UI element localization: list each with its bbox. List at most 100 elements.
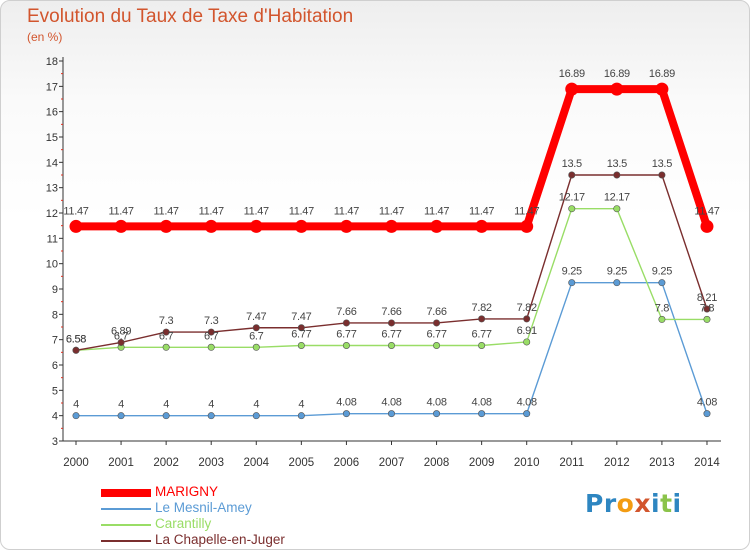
y-tick-label: 8 — [52, 309, 58, 321]
x-tick-label: 2011 — [559, 457, 584, 469]
data-point — [207, 343, 215, 351]
data-label: 9.25 — [562, 266, 582, 278]
data-label: 11.47 — [334, 205, 359, 217]
logo-letter: i — [651, 489, 661, 518]
x-tick-label: 2008 — [424, 457, 450, 469]
logo-letter: P — [585, 489, 604, 518]
data-label: 4 — [298, 399, 304, 411]
data-point — [252, 343, 260, 351]
y-tick-label: 4 — [52, 411, 58, 423]
data-label: 6.77 — [472, 328, 492, 340]
data-label: 11.47 — [694, 205, 719, 217]
data-label: 4.08 — [336, 397, 356, 409]
data-point — [387, 410, 395, 418]
data-point — [159, 219, 173, 233]
y-tick-label: 18 — [46, 56, 58, 68]
data-point — [387, 341, 395, 349]
data-label: 12.17 — [559, 192, 585, 204]
data-label: 9.25 — [652, 266, 672, 278]
y-tick-label: 9 — [52, 284, 58, 296]
data-label: 11.47 — [514, 205, 539, 217]
data-point — [162, 328, 170, 336]
data-label: 6.77 — [426, 328, 446, 340]
data-point — [658, 279, 666, 287]
data-point — [162, 343, 170, 351]
data-point — [658, 171, 666, 179]
data-point — [478, 315, 486, 323]
data-point — [339, 219, 353, 233]
data-point — [703, 305, 711, 313]
series-markers — [69, 82, 714, 420]
data-point — [252, 324, 260, 332]
legend-swatch — [101, 508, 151, 510]
data-label: 13.5 — [607, 158, 627, 170]
data-label: 11.47 — [199, 205, 224, 217]
data-label: 4.08 — [381, 397, 401, 409]
x-tick-label: 2005 — [289, 457, 315, 469]
data-label: 6.91 — [517, 325, 537, 337]
data-point — [613, 205, 621, 213]
data-labels: 11.47 11.47 11.47 11.47 11.47 11.47 11.47 11.47… — [63, 68, 720, 411]
data-label: 11.47 — [108, 205, 133, 217]
data-point — [117, 338, 125, 346]
data-label: 4.08 — [426, 397, 446, 409]
data-label: 6.7 — [249, 330, 264, 342]
data-point — [430, 219, 444, 233]
data-point — [297, 341, 305, 349]
data-label: 7.3 — [159, 315, 174, 327]
data-point — [162, 412, 170, 420]
data-point — [204, 219, 218, 233]
data-point — [703, 410, 711, 418]
data-label: 8.21 — [697, 292, 717, 304]
data-point — [342, 410, 350, 418]
data-label: 6.7 — [204, 330, 219, 342]
x-tick-label: 2014 — [694, 457, 720, 469]
data-label: 11.47 — [469, 205, 494, 217]
x-tick-label: 2010 — [514, 457, 540, 469]
data-point — [207, 412, 215, 420]
data-label: 6.77 — [336, 328, 356, 340]
legend-swatch — [101, 524, 151, 526]
logo-letter: x — [634, 489, 651, 518]
data-point — [69, 219, 83, 233]
data-label: 6.7 — [159, 330, 174, 342]
proxiti-logo: Proxiti — [585, 489, 682, 518]
x-tick-label: 2006 — [334, 457, 360, 469]
data-label: 13.5 — [652, 158, 672, 170]
data-label: 6.7 — [114, 330, 129, 342]
data-point — [478, 341, 486, 349]
data-label: 7.8 — [700, 302, 715, 314]
y-tick-label: 13 — [46, 183, 58, 195]
legend-swatch — [101, 489, 151, 497]
y-tick-label: 5 — [52, 385, 58, 397]
legend-swatch — [101, 540, 151, 542]
data-label: 7.82 — [472, 302, 492, 314]
data-label: 6.89 — [111, 325, 131, 337]
data-point — [117, 412, 125, 420]
data-point — [568, 205, 576, 213]
y-tick-label: 6 — [52, 360, 58, 372]
data-label: 4 — [253, 399, 259, 411]
data-point — [207, 328, 215, 336]
y-tick-label: 3 — [52, 436, 58, 448]
data-point — [297, 324, 305, 332]
data-point — [658, 315, 666, 323]
y-tick-label: 15 — [46, 132, 58, 144]
data-label: 7.47 — [291, 311, 311, 323]
data-label: 16.89 — [604, 68, 630, 80]
x-tick-label: 2003 — [198, 457, 224, 469]
data-point — [520, 219, 534, 233]
data-point — [252, 412, 260, 420]
data-label: 6.77 — [291, 328, 311, 340]
data-label: 6.58 — [66, 333, 86, 345]
x-tick-label: 2012 — [604, 457, 630, 469]
data-label: 7.3 — [204, 315, 219, 327]
data-point — [342, 319, 350, 327]
data-point — [655, 82, 669, 96]
y-tick-label: 11 — [47, 233, 58, 245]
data-point — [297, 412, 305, 420]
data-label: 11.47 — [424, 205, 449, 217]
data-point — [568, 171, 576, 179]
